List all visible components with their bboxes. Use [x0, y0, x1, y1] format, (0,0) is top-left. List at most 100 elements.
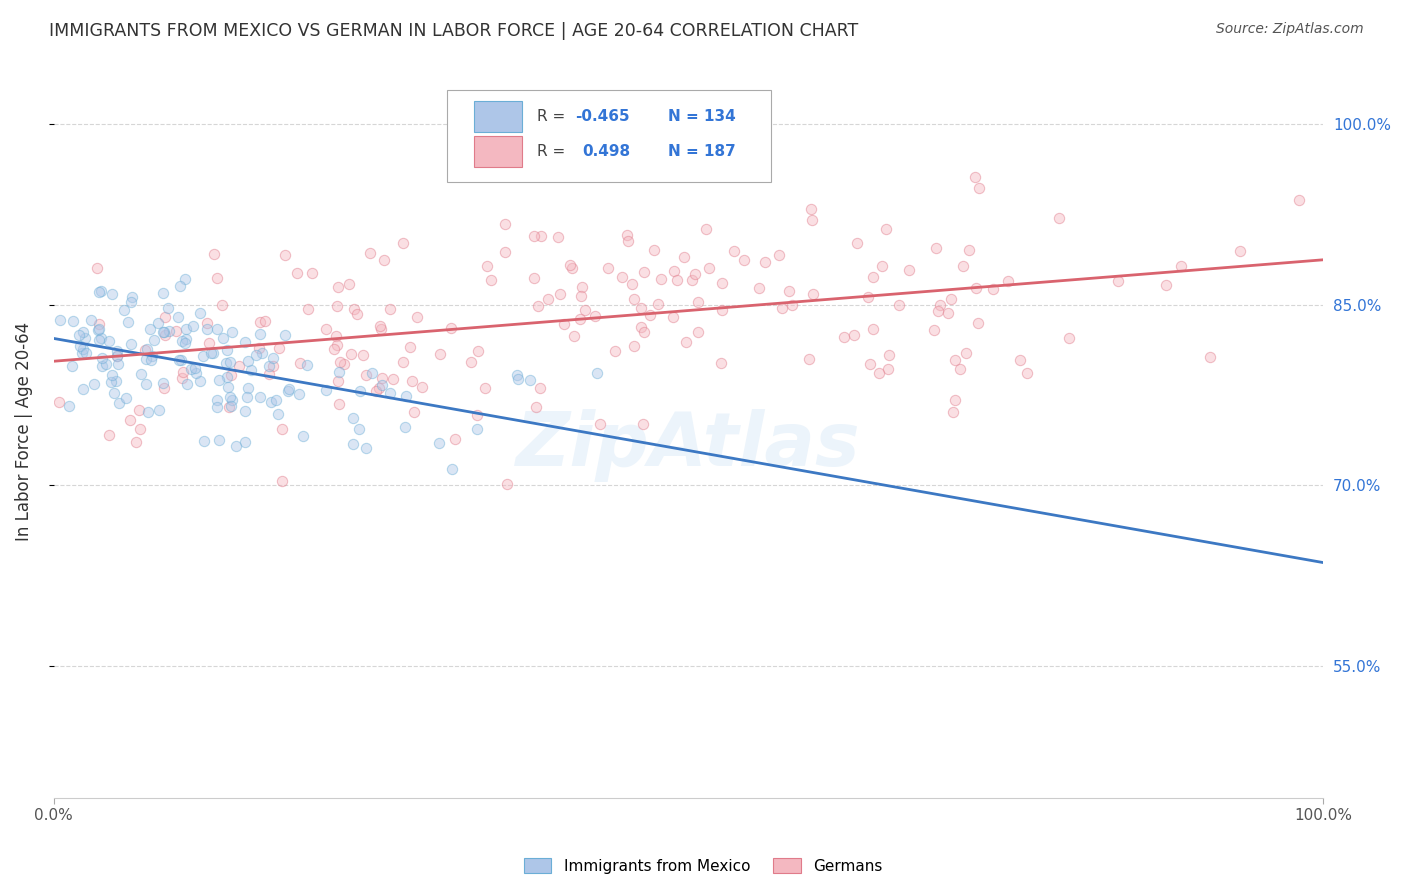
- Point: [558, 258, 581, 272]
- Point: [359, 246, 381, 260]
- Point: [564, 328, 586, 343]
- Point: [832, 330, 855, 344]
- Point: [519, 373, 541, 387]
- Point: [965, 169, 987, 184]
- Point: [120, 337, 142, 351]
- Point: [650, 272, 672, 286]
- Point: [443, 432, 465, 446]
- Point: [219, 390, 242, 404]
- Point: [688, 294, 710, 309]
- Point: [343, 301, 366, 316]
- Point: [250, 346, 273, 360]
- Point: [733, 252, 755, 267]
- Point: [603, 344, 626, 359]
- Legend: Immigrants from Mexico, Germans: Immigrants from Mexico, Germans: [517, 852, 889, 880]
- Point: [89, 318, 111, 332]
- Point: [48, 313, 70, 327]
- Point: [107, 357, 129, 371]
- Point: [569, 289, 592, 303]
- Point: [215, 343, 238, 357]
- Point: [949, 361, 972, 376]
- Point: [80, 313, 103, 327]
- Point: [925, 241, 948, 255]
- Point: [115, 392, 138, 406]
- Point: [494, 217, 516, 231]
- Point: [856, 290, 879, 304]
- Point: [238, 354, 260, 368]
- Point: [955, 345, 977, 359]
- Point: [631, 417, 654, 431]
- Point: [219, 355, 242, 369]
- Point: [620, 277, 643, 292]
- Point: [278, 382, 301, 396]
- Text: R =: R =: [537, 109, 571, 124]
- Text: 0.498: 0.498: [582, 144, 630, 159]
- Point: [101, 368, 124, 383]
- Point: [927, 304, 949, 318]
- Text: R =: R =: [537, 144, 575, 159]
- Point: [73, 331, 96, 345]
- Point: [1047, 211, 1070, 226]
- Point: [167, 310, 190, 324]
- Point: [630, 301, 652, 316]
- Point: [411, 380, 433, 394]
- Point: [267, 407, 290, 421]
- Point: [326, 280, 349, 294]
- Point: [72, 326, 94, 340]
- Point: [479, 273, 502, 287]
- Point: [354, 441, 377, 455]
- Point: [292, 429, 315, 443]
- Point: [101, 286, 124, 301]
- Y-axis label: In Labor Force | Age 20-64: In Labor Force | Age 20-64: [15, 321, 32, 541]
- Point: [236, 381, 259, 395]
- Point: [467, 422, 489, 436]
- Point: [842, 327, 865, 342]
- Point: [561, 260, 583, 275]
- Point: [800, 212, 823, 227]
- Point: [141, 349, 163, 363]
- Point: [105, 344, 128, 359]
- Point: [368, 380, 391, 394]
- Point: [754, 254, 776, 268]
- Text: N = 134: N = 134: [668, 109, 735, 124]
- Point: [346, 307, 368, 321]
- Point: [167, 353, 190, 368]
- Point: [465, 408, 488, 422]
- Text: -0.465: -0.465: [575, 109, 630, 124]
- Point: [506, 372, 529, 386]
- Point: [152, 325, 174, 339]
- Point: [547, 230, 569, 244]
- Point: [134, 343, 156, 357]
- Point: [405, 310, 427, 324]
- Point: [274, 248, 297, 262]
- Text: N = 187: N = 187: [668, 144, 735, 159]
- Point: [157, 324, 180, 338]
- Point: [596, 260, 619, 275]
- Point: [249, 314, 271, 328]
- Point: [169, 279, 191, 293]
- Point: [778, 285, 800, 299]
- Point: [522, 229, 544, 244]
- Point: [86, 261, 108, 276]
- Point: [269, 341, 291, 355]
- Point: [323, 342, 346, 356]
- Point: [429, 347, 451, 361]
- Point: [623, 339, 645, 353]
- Point: [328, 374, 350, 388]
- Point: [90, 359, 112, 373]
- Point: [139, 322, 162, 336]
- Point: [165, 324, 187, 338]
- Point: [249, 327, 271, 342]
- Point: [770, 301, 793, 315]
- Point: [287, 386, 309, 401]
- Point: [181, 318, 204, 333]
- Point: [120, 413, 142, 427]
- Text: IMMIGRANTS FROM MEXICO VS GERMAN IN LABOR FORCE | AGE 20-64 CORRELATION CHART: IMMIGRANTS FROM MEXICO VS GERMAN IN LABO…: [49, 22, 859, 40]
- Point: [157, 301, 180, 315]
- Point: [72, 343, 94, 357]
- Point: [342, 437, 364, 451]
- Point: [1229, 244, 1251, 259]
- Point: [862, 270, 884, 285]
- Point: [325, 299, 347, 313]
- Point: [297, 302, 319, 317]
